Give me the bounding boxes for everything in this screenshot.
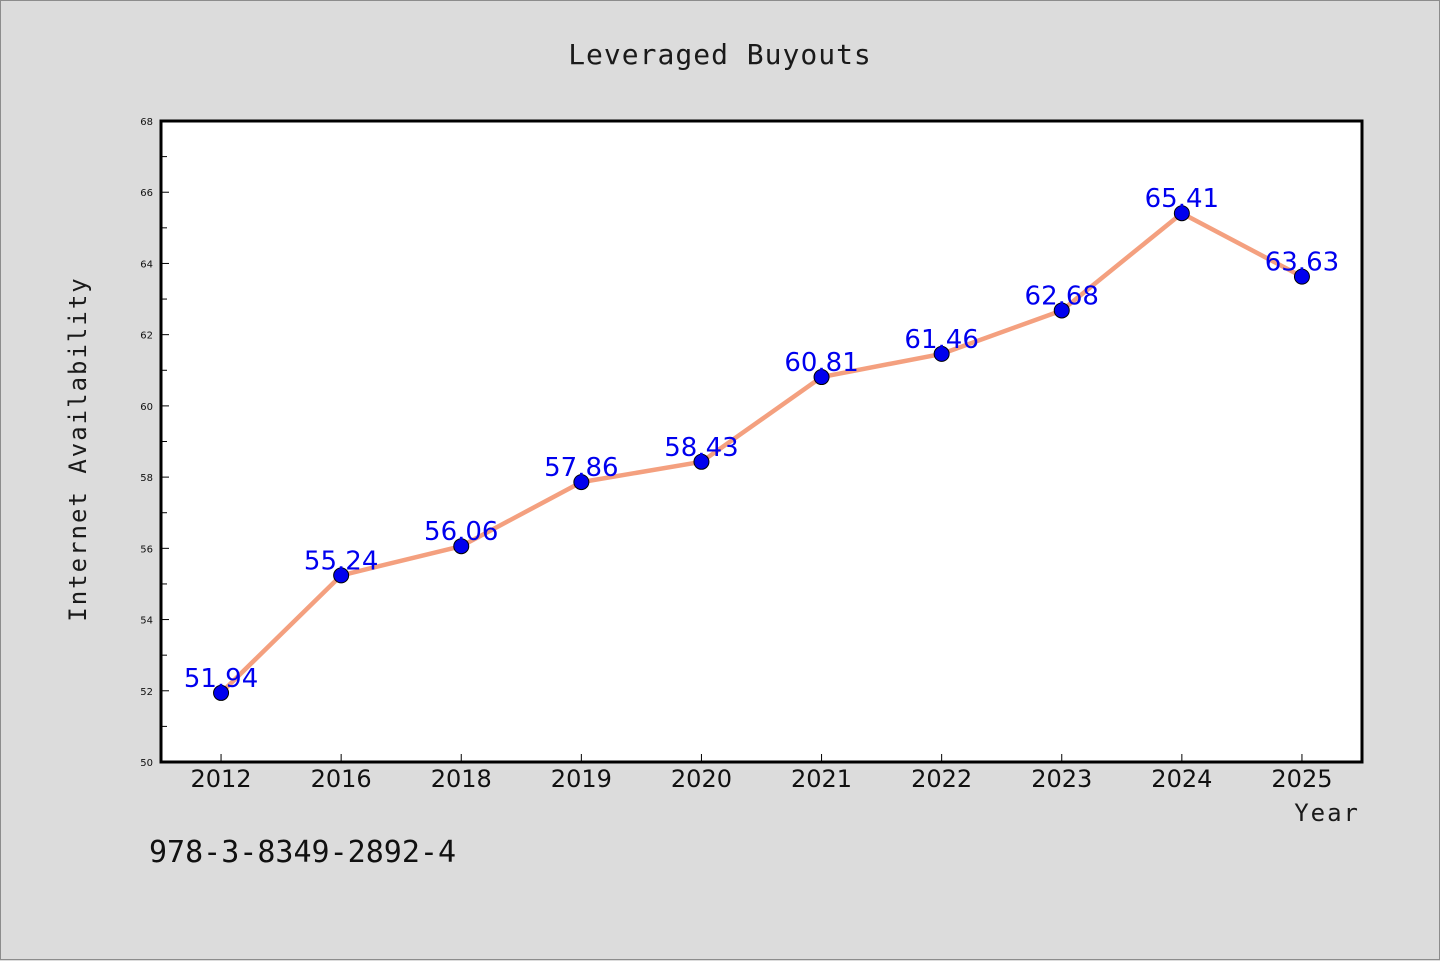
data-label: 51.94	[184, 664, 258, 694]
x-axis-label: Year	[1294, 799, 1360, 827]
x-tick-label: 2025	[1271, 765, 1332, 793]
x-tick-label: 2018	[431, 765, 492, 793]
x-tick-label: 2023	[1031, 765, 1092, 793]
y-tick-label: 60	[140, 402, 153, 413]
chart-title: Leveraged Buyouts	[568, 38, 872, 71]
data-label: 63.63	[1265, 248, 1339, 278]
data-point-marker	[453, 538, 470, 555]
data-label: 57.86	[544, 453, 618, 483]
data-point-marker	[1173, 205, 1190, 222]
x-tick-label: 2024	[1151, 765, 1212, 793]
x-tick-label: 2022	[911, 765, 972, 793]
data-label: 62.68	[1025, 281, 1099, 311]
plot-frame	[159, 119, 1364, 764]
data-point-marker	[693, 453, 710, 470]
x-tick-label: 2012	[191, 765, 252, 793]
x-tick-label: 2019	[551, 765, 612, 793]
data-point-marker	[1293, 268, 1310, 285]
y-tick-label: 64	[140, 259, 153, 270]
data-label: 55.24	[304, 546, 378, 576]
data-point-marker	[213, 684, 230, 701]
y-tick-label: 62	[140, 331, 153, 342]
y-tick-label: 56	[140, 544, 153, 555]
y-tick-label: 66	[140, 188, 153, 199]
x-axis: 2012 2016 2018 2019 2020 2021 2022 2023 2024 2025	[191, 754, 1332, 793]
data-point-marker	[933, 345, 950, 362]
data-label: 65.41	[1145, 184, 1219, 214]
series-line	[218, 210, 1305, 696]
data-label: 60.81	[784, 348, 858, 378]
data-point-marker	[333, 567, 350, 584]
y-tick-label: 50	[140, 758, 153, 769]
y-tick-label: 52	[140, 687, 153, 698]
footnote-isbn: 978-3-8349-2892-4	[149, 835, 457, 870]
data-point-marker	[813, 369, 830, 386]
x-tick-label: 2016	[311, 765, 372, 793]
y-axis-label: Internet Availability	[64, 276, 92, 621]
series-markers	[213, 205, 1310, 701]
y-tick-label: 68	[140, 117, 153, 128]
data-label: 58.43	[664, 433, 738, 463]
x-tick-label: 2020	[671, 765, 732, 793]
data-point-marker	[573, 474, 590, 491]
data-labels: 51.94 55.24 56.06 57.86 58.43 60.81 61.46 62.68…	[184, 184, 1339, 694]
x-tick-label: 2021	[791, 765, 852, 793]
y-tick-label: 54	[140, 616, 153, 627]
data-label: 61.46	[904, 325, 978, 355]
y-tick-label: 58	[140, 473, 153, 484]
data-point-marker	[1053, 302, 1070, 319]
data-label: 56.06	[424, 517, 498, 547]
